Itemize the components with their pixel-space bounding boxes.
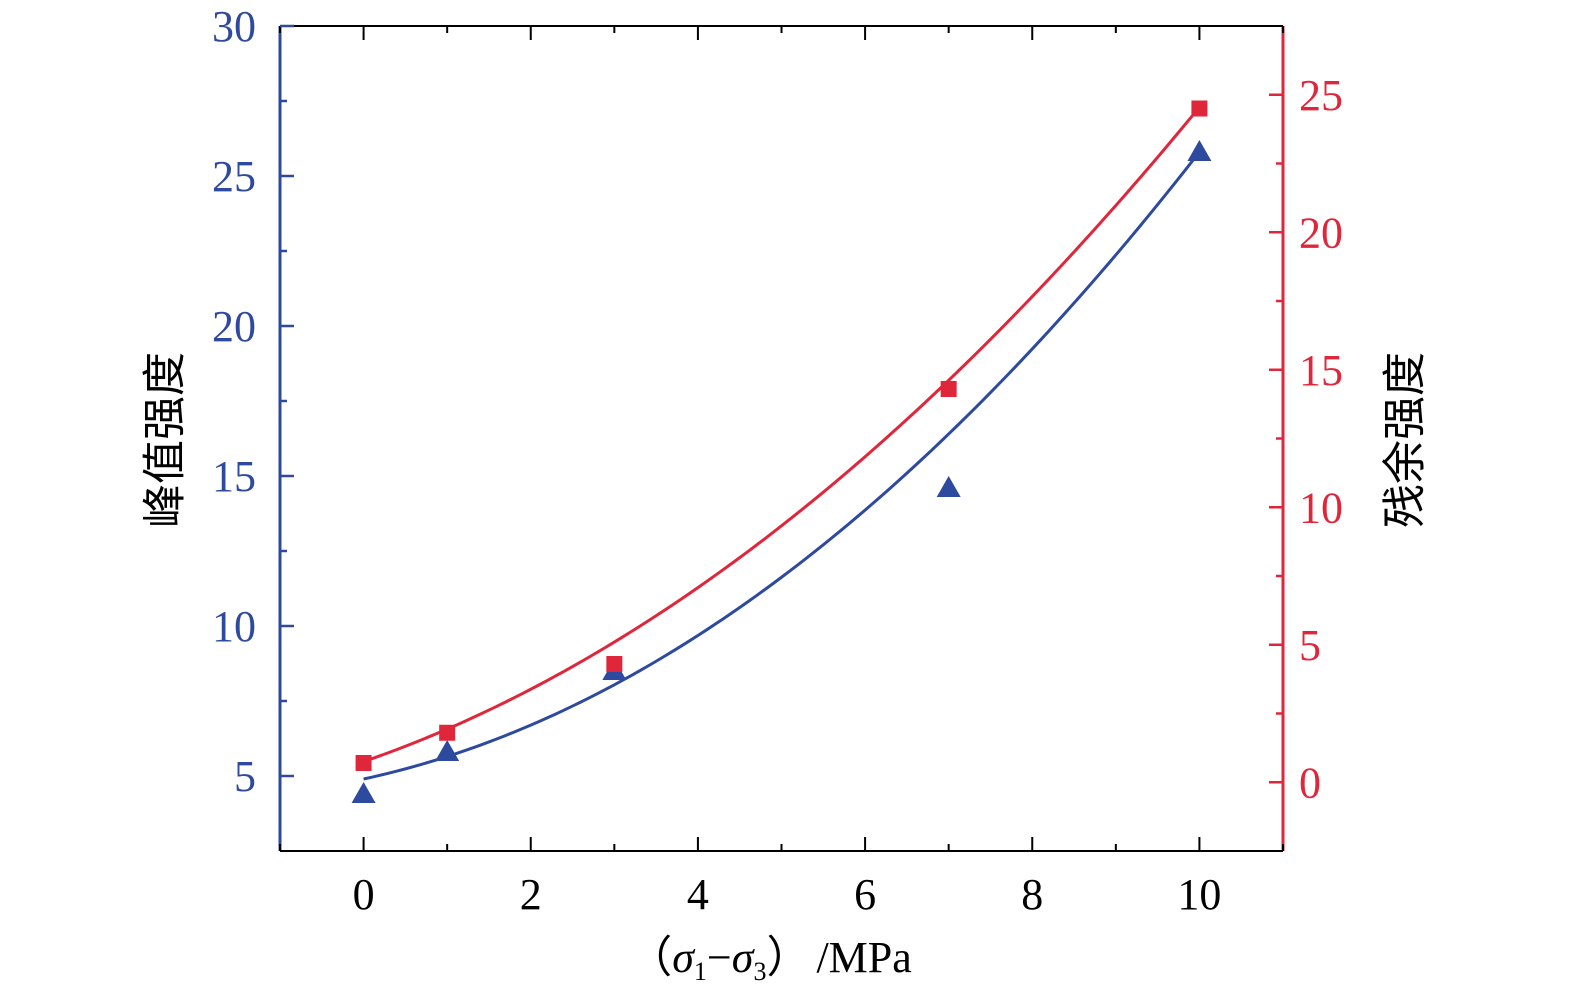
x-tick-label: 0 — [353, 870, 375, 919]
axis-ticks — [279, 24, 1284, 851]
series-layer — [351, 100, 1212, 803]
x-tick-label: 2 — [520, 870, 542, 919]
square-point — [439, 724, 456, 741]
square-point — [355, 755, 372, 771]
triangle-point — [435, 740, 460, 761]
square-point — [1191, 100, 1208, 117]
square-point — [606, 656, 623, 672]
x-tick-label: 8 — [1021, 870, 1043, 919]
x-title-minus: − — [707, 933, 732, 982]
y-left-tick-label: 20 — [212, 302, 256, 351]
x-axis-title: （σ1−σ3）/MPa — [628, 933, 912, 986]
y-right-tick-label: 20 — [1299, 208, 1343, 257]
y-right-tick-label: 25 — [1299, 71, 1343, 120]
y-right-tick-label: 5 — [1299, 621, 1321, 670]
y-left-tick-label: 5 — [234, 752, 256, 801]
y-right-axis-title: 残余强度 — [1380, 352, 1431, 528]
y-left-axis-title: 峰值强度 — [140, 352, 191, 528]
x-title-sub-1: 1 — [694, 957, 707, 986]
x-title-sub-3: 3 — [753, 957, 766, 986]
triangle-point — [351, 782, 376, 803]
tick-labels: 0 2 4 6 8 10 5 10 15 20 25 30 0 5 10 15 20 25 — [212, 2, 1343, 919]
x-title-sigma-1: σ — [672, 933, 696, 982]
y-left-tick-label: 30 — [212, 2, 256, 51]
x-tick-label: 6 — [854, 870, 876, 919]
fit-curve-left — [363, 151, 1201, 781]
x-title-sigma-3: σ — [732, 933, 756, 982]
y-left-tick-label: 15 — [212, 452, 256, 501]
x-title-open: （ — [628, 933, 672, 982]
x-tick-label: 10 — [1177, 870, 1221, 919]
triangle-point — [1187, 140, 1212, 161]
y-right-tick-label: 15 — [1299, 346, 1343, 395]
y-right-tick-label: 0 — [1299, 758, 1321, 807]
square-point — [940, 381, 957, 397]
y-left-tick-label: 10 — [212, 602, 256, 651]
y-right-tick-label: 10 — [1299, 483, 1343, 532]
x-title-close: ） — [766, 933, 810, 982]
x-title-unit: /MPa — [816, 933, 911, 982]
x-tick-label: 4 — [687, 870, 709, 919]
y-left-tick-label: 25 — [212, 152, 256, 201]
plot-area — [278, 25, 1285, 852]
triangle-point — [936, 476, 961, 497]
fit-curve-right — [363, 106, 1201, 764]
